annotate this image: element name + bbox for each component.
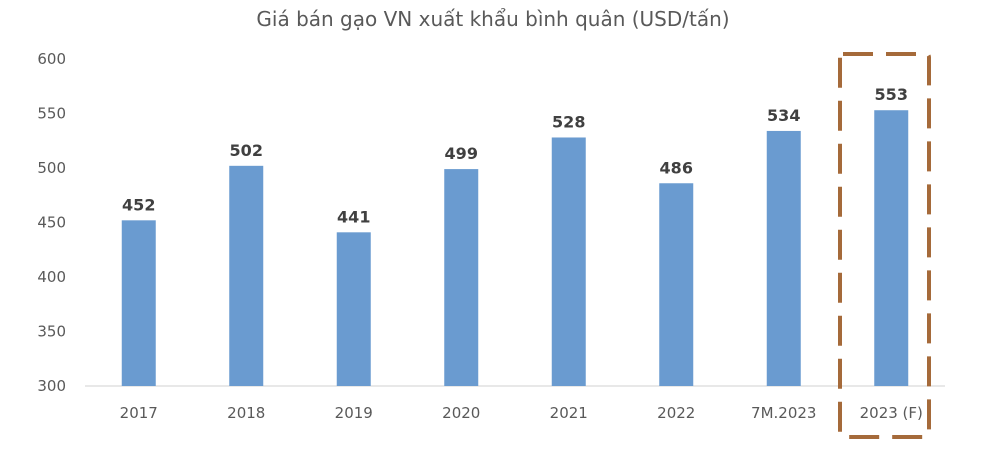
bar-2017 <box>121 220 156 386</box>
y-tick-label: 400 <box>37 268 66 286</box>
data-label: 452 <box>122 195 155 214</box>
y-tick-label: 350 <box>37 323 66 341</box>
x-tick-label: 2018 <box>227 404 265 422</box>
bar-2018 <box>229 165 264 386</box>
data-labels: 452 502 441 499 528 486 534 553 <box>122 85 908 226</box>
data-label: 534 <box>767 106 800 125</box>
y-tick-label: 500 <box>37 159 66 177</box>
bar-series <box>121 110 909 386</box>
x-tick-label: 2023 (F) <box>860 404 923 422</box>
bar-2021 <box>551 137 586 386</box>
bar-7m-2023 <box>766 130 801 386</box>
x-axis: 2017 2018 2019 2020 2021 2022 7M.2023 2023 (F) <box>120 404 923 422</box>
data-label: 553 <box>875 85 908 104</box>
x-tick-label: 2022 <box>657 404 695 422</box>
y-tick-label: 450 <box>37 214 66 232</box>
data-label: 499 <box>445 144 478 163</box>
x-tick-label: 2019 <box>335 404 373 422</box>
bar-2019 <box>336 232 371 386</box>
data-label: 502 <box>230 141 263 160</box>
data-label: 486 <box>660 158 693 177</box>
y-axis: 300 350 400 450 500 550 600 <box>37 50 66 395</box>
x-tick-label: 2021 <box>550 404 588 422</box>
data-label: 528 <box>552 112 585 131</box>
bar-2020 <box>444 169 479 386</box>
y-tick-label: 600 <box>37 50 66 68</box>
y-tick-label: 300 <box>37 377 66 395</box>
x-tick-label: 7M.2023 <box>751 404 816 422</box>
forecast-highlight-box <box>838 52 931 439</box>
x-tick-label: 2020 <box>442 404 480 422</box>
bar-2022 <box>659 183 694 386</box>
data-label: 441 <box>337 207 370 226</box>
bar-2023-f- <box>874 110 909 386</box>
chart-title: Giá bán gạo VN xuất khẩu bình quân (USD/… <box>256 7 729 31</box>
y-tick-label: 550 <box>37 105 66 123</box>
x-tick-label: 2017 <box>120 404 158 422</box>
